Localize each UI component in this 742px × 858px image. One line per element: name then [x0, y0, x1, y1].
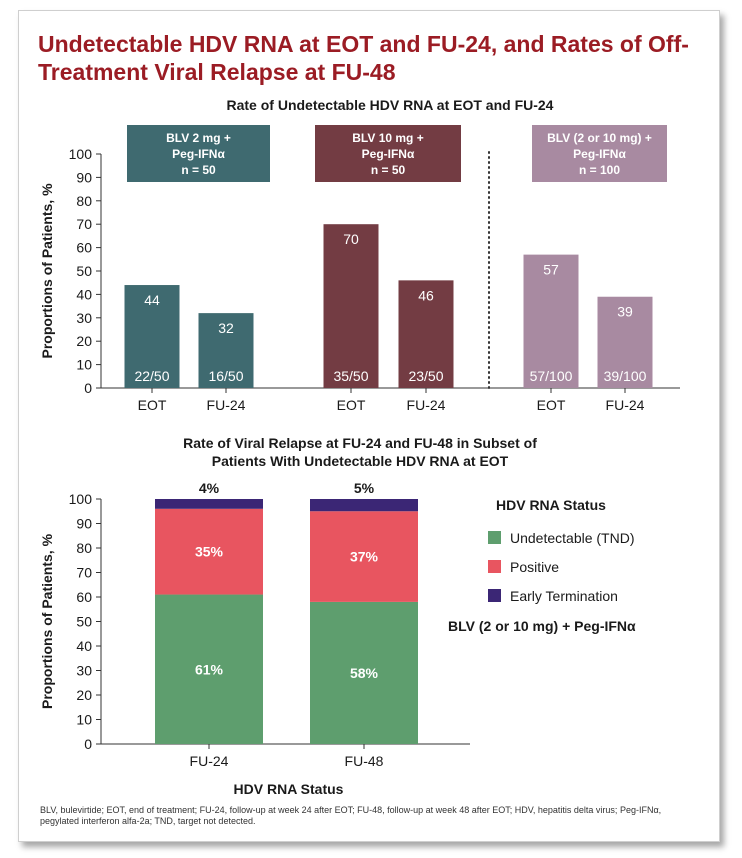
bar-count-label: 39/100	[604, 368, 647, 384]
legend-label-positive: Positive	[510, 558, 560, 575]
bottom-y-tick-label: 90	[76, 516, 92, 532]
group-label-text: BLV 2 mg +	[166, 131, 231, 145]
bottom-y-tick-label: 80	[76, 540, 92, 556]
bar-value-label: 44	[144, 292, 160, 308]
top-y-tick-label: 80	[76, 193, 92, 209]
bar	[323, 224, 379, 388]
bar-count-label: 23/50	[408, 368, 443, 384]
segment-value-label: 35%	[195, 544, 224, 560]
bottom-y-tick-label: 40	[76, 638, 92, 654]
bottom-chart-title-line-2: Patients With Undetectable HDV RNA at EO…	[211, 453, 509, 469]
bar-value-label: 70	[343, 231, 359, 247]
top-y-tick-label: 70	[76, 216, 92, 232]
top-y-tick-label: 90	[76, 169, 92, 185]
legend-item-early-termination: Early Termination	[488, 581, 708, 610]
bar	[597, 296, 653, 388]
group-label-box	[532, 125, 667, 182]
bottom-y-tick-label: 70	[76, 565, 92, 581]
top-y-tick-label: 40	[76, 286, 92, 302]
bottom-chart-title: Rate of Viral Relapse at FU-24 and FU-48…	[120, 434, 600, 470]
bar-count-label: 22/50	[134, 368, 169, 384]
bottom-y-tick-label: 0	[84, 736, 92, 752]
top-y-tick-label: 50	[76, 263, 92, 279]
group-label-box	[127, 125, 270, 182]
bottom-x-axis-label: HDV RNA Status	[234, 781, 344, 797]
stacked-segment	[155, 508, 263, 595]
footnote: BLV, bulevirtide; EOT, end of treatment;…	[40, 805, 662, 826]
bar	[198, 313, 254, 388]
group-label-box	[315, 125, 461, 182]
bar-count-label: 35/50	[333, 368, 368, 384]
segment-value-label: 58%	[350, 665, 379, 681]
top-y-tick-label: 60	[76, 240, 92, 256]
bar-value-label: 57	[543, 262, 559, 278]
stacked-segment	[155, 499, 263, 509]
group-label-text: Peg-IFNα	[362, 147, 415, 161]
legend-item-positive: Positive	[488, 552, 708, 581]
legend-item-undetectable: Undetectable (TND)	[488, 523, 708, 552]
group-label-text: Peg-IFNα	[573, 147, 626, 161]
segment-value-label: 4%	[199, 480, 220, 496]
legend-label-undetectable: Undetectable (TND)	[510, 529, 635, 546]
top-y-tick-label: 0	[84, 380, 92, 396]
legend: HDV RNA Status Undetectable (TND) Positi…	[448, 497, 708, 634]
top-y-tick-label: 30	[76, 310, 92, 326]
group-label-text: n = 50	[181, 163, 216, 177]
bar-value-label: 46	[418, 287, 434, 303]
segment-value-label: 37%	[350, 549, 379, 565]
top-x-tick-label: EOT	[337, 397, 366, 413]
bar-value-label: 32	[218, 320, 234, 336]
top-x-tick-label: FU-24	[606, 397, 645, 413]
bottom-x-tick-label: FU-48	[345, 753, 384, 769]
bar-count-label: 57/100	[530, 368, 573, 384]
bar-count-label: 16/50	[208, 368, 243, 384]
group-label-text: n = 50	[371, 163, 406, 177]
bottom-y-tick-label: 30	[76, 663, 92, 679]
group-label-text: BLV (2 or 10 mg) +	[547, 131, 652, 145]
bottom-y-tick-label: 10	[76, 712, 92, 728]
legend-swatch-early-termination	[488, 589, 501, 602]
regimen-note: BLV (2 or 10 mg) + Peg-IFNα	[448, 618, 636, 634]
top-y-tick-label: 20	[76, 333, 92, 349]
top-x-tick-label: EOT	[138, 397, 167, 413]
bar-value-label: 39	[617, 304, 633, 320]
bottom-y-axis-label: Proportions of Patients, %	[39, 533, 55, 709]
stacked-segment	[310, 511, 418, 602]
group-label-text: n = 100	[579, 163, 620, 177]
bottom-y-tick-label: 60	[76, 589, 92, 605]
bottom-x-tick-label: FU-24	[190, 753, 229, 769]
slide-title: Undetectable HDV RNA at EOT and FU-24, a…	[38, 31, 689, 85]
top-x-tick-label: EOT	[537, 397, 566, 413]
segment-value-label: 5%	[354, 480, 375, 496]
legend-title: HDV RNA Status	[496, 497, 606, 513]
group-label-text: Peg-IFNα	[172, 147, 225, 161]
bottom-y-tick-label: 50	[76, 614, 92, 630]
stacked-segment	[310, 499, 418, 512]
segment-value-label: 61%	[195, 661, 224, 677]
top-chart-title: Rate of Undetectable HDV RNA at EOT and …	[226, 97, 554, 113]
top-y-axis-label: Proportions of Patients, %	[39, 183, 55, 359]
bottom-chart-title-line-1: Rate of Viral Relapse at FU-24 and FU-48…	[183, 435, 537, 451]
bottom-y-tick-label: 20	[76, 687, 92, 703]
group-label-text: BLV 10 mg +	[352, 131, 423, 145]
top-x-tick-label: FU-24	[207, 397, 246, 413]
top-y-tick-label: 100	[69, 146, 93, 162]
top-y-tick-label: 10	[76, 357, 92, 373]
bar	[124, 285, 180, 388]
legend-label-early-termination: Early Termination	[510, 587, 618, 604]
stacked-segment	[155, 594, 263, 744]
bar	[523, 254, 579, 388]
bottom-y-tick-label: 100	[69, 491, 93, 507]
bar	[398, 280, 454, 388]
stacked-segment	[310, 601, 418, 744]
legend-swatch-undetectable	[488, 531, 501, 544]
top-x-tick-label: FU-24	[407, 397, 446, 413]
legend-swatch-positive	[488, 560, 501, 573]
